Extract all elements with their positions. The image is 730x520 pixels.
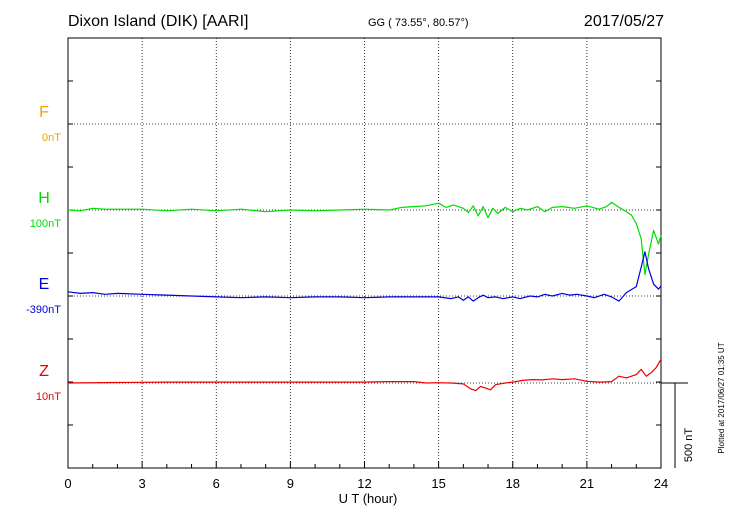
x-tick-label: 21 bbox=[580, 476, 594, 491]
series-line-z bbox=[67, 358, 662, 392]
x-tick-label: 9 bbox=[287, 476, 294, 491]
axis-ticks bbox=[67, 80, 662, 468]
x-tick-label: 18 bbox=[506, 476, 520, 491]
series-name-z: Z bbox=[39, 363, 49, 380]
x-tick-labels: 0 3 6 9 12 15 18 21 24 bbox=[64, 476, 668, 491]
coordinates-label: GG ( 73.55°, 80.57°) bbox=[368, 17, 469, 29]
series-labels: F 0nT H 100nT E -390nT Z 10nT bbox=[26, 104, 61, 403]
x-tick-label: 0 bbox=[64, 476, 71, 491]
date-label: 2017/05/27 bbox=[584, 13, 664, 30]
x-tick-label: 24 bbox=[654, 476, 668, 491]
series-baseline-f: 0nT bbox=[42, 132, 61, 144]
series-name-e: E bbox=[39, 276, 50, 293]
x-tick-label: 12 bbox=[357, 476, 371, 491]
series-baseline-h: 100nT bbox=[30, 218, 61, 230]
series-name-h: H bbox=[38, 190, 50, 207]
series-line-h bbox=[67, 201, 662, 276]
grid bbox=[68, 38, 661, 468]
plot-frame bbox=[67, 37, 662, 469]
series-line-e bbox=[67, 251, 662, 302]
scale-bar-label: 500 nT bbox=[683, 428, 695, 463]
series-lines bbox=[67, 201, 662, 392]
series-baseline-e: -390nT bbox=[26, 304, 61, 316]
series-name-f: F bbox=[39, 104, 49, 121]
x-tick-label: 3 bbox=[139, 476, 146, 491]
station-title: Dixon Island (DIK) [AARI] bbox=[68, 13, 249, 30]
x-axis-label: U T (hour) bbox=[339, 491, 398, 506]
series-baseline-z: 10nT bbox=[36, 391, 61, 403]
x-tick-label: 15 bbox=[431, 476, 445, 491]
x-tick-label: 6 bbox=[213, 476, 220, 491]
plotted-at-note: Plotted at 2017/06/27 01:35 UT bbox=[717, 342, 726, 453]
